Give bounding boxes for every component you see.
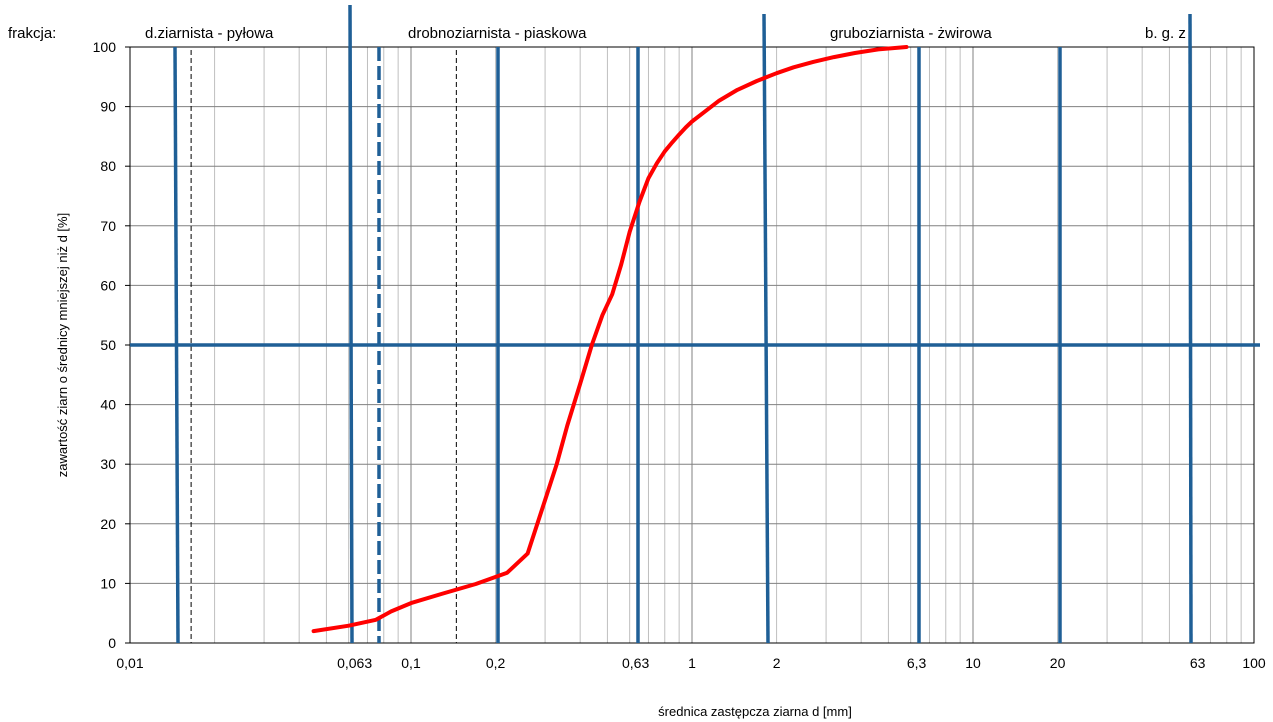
y-tick-label: 0 bbox=[108, 635, 116, 651]
x-tick-label: 0,63 bbox=[622, 655, 649, 671]
y-tick-label: 40 bbox=[100, 397, 116, 413]
fraction-silt-label: d.ziarnista - pyłowa bbox=[145, 25, 274, 42]
fraction-label: frakcja: bbox=[8, 25, 56, 42]
y-tick-label: 70 bbox=[100, 218, 116, 234]
y-tick-label: 10 bbox=[100, 575, 116, 591]
x-tick-label: 0,1 bbox=[401, 655, 421, 671]
x-tick-label: 0,063 bbox=[337, 655, 372, 671]
y-tick-label: 100 bbox=[93, 39, 117, 55]
x-tick-label: 63 bbox=[1190, 655, 1206, 671]
fraction-sand-label: drobnoziarnista - piaskowa bbox=[408, 25, 587, 42]
fraction-boulder-label: b. g. z bbox=[1145, 25, 1186, 42]
y-tick-label: 20 bbox=[100, 516, 116, 532]
x-tick-label: 6,3 bbox=[907, 655, 927, 671]
curve-layer bbox=[311, 45, 909, 634]
x-tick-label: 1 bbox=[688, 655, 696, 671]
x-tick-label: 10 bbox=[965, 655, 981, 671]
x-tick-label: 100 bbox=[1242, 655, 1266, 671]
fraction-gravel-label: gruboziarnista - żwirowa bbox=[830, 25, 992, 42]
fraction-boundary-lines bbox=[130, 4, 1260, 644]
y-tick-label: 50 bbox=[100, 337, 116, 353]
tick-labels: 0 10 20 30 40 50 60 70 80 90 100 0,01 0,063 0,1 0,2 0,6… bbox=[93, 39, 1266, 671]
y-tick-label: 30 bbox=[100, 456, 116, 472]
grading-curve-line bbox=[311, 45, 909, 634]
y-axis-label: zawartość ziarn o średnicy mniejszej niż… bbox=[55, 213, 70, 477]
boundary-line bbox=[1188, 13, 1193, 644]
y-tick-label: 90 bbox=[100, 99, 116, 115]
boundary-line bbox=[762, 13, 770, 644]
y-tick-label: 80 bbox=[100, 158, 116, 174]
x-axis-label: średnica zastępcza ziarna d [mm] bbox=[658, 704, 852, 719]
y-tick-label: 60 bbox=[100, 277, 116, 293]
boundary-line bbox=[348, 4, 354, 644]
x-tick-label: 0,01 bbox=[116, 655, 143, 671]
major-grid bbox=[129, 46, 1255, 644]
x-tick-label: 20 bbox=[1050, 655, 1066, 671]
x-tick-label: 0,2 bbox=[486, 655, 506, 671]
x-tick-label: 2 bbox=[773, 655, 781, 671]
